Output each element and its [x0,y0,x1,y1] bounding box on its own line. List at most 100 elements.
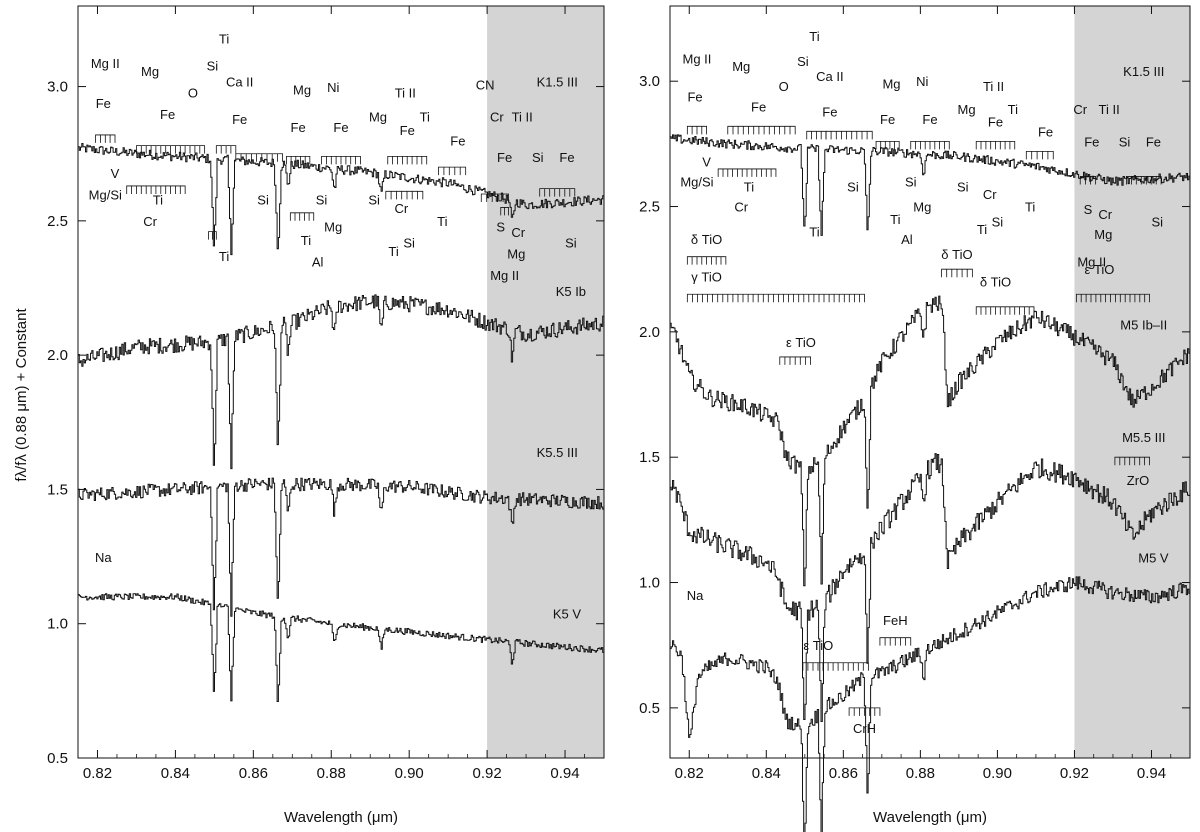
x-tick-label: 0.86 [239,765,268,782]
spectral-line-label: Cr [983,187,997,202]
spectral-line-label: δ TiO [691,232,722,247]
plot-frame [77,5,605,759]
spectral-line-label: ε TiO [1085,262,1115,277]
x-tick-label: 0.92 [473,765,502,782]
line-marker-bracket [480,193,509,202]
line-marker-bracket [848,707,881,716]
line-marker-bracket [136,145,206,154]
spectral-line-label: ε TiO [803,638,833,653]
line-marker-bracket [779,356,811,365]
spectral-line-label: ZrO [1127,473,1149,488]
y-tick-label: 1.5 [639,449,660,466]
line-marker-bracket [806,130,827,140]
y-axis-label: fλ/fλ (0.88 μm) + Constant [13,308,30,482]
spectral-line-label: Fe [1146,134,1161,149]
spectral-line-label: Cr [143,214,157,229]
line-marker-bracket [385,190,424,200]
spectral-line-label: Si [1119,134,1131,149]
spectral-line-label: Fe [880,112,895,127]
spectral-line-label: Fe [988,114,1003,129]
spectral-line-label: Fe [96,96,111,111]
spectral-line-label: Si [207,58,219,73]
spectral-line-label: Ti [977,222,987,237]
line-marker-bracket [235,153,283,162]
spectral-line-label: Cr [395,201,409,216]
spectral-line-label: Ti [219,32,229,47]
line-marker-bracket [825,130,873,140]
spectral-line-label: Si [316,193,328,208]
line-marker-bracket [879,637,912,646]
spectral-line-label: Mg II [91,56,120,71]
line-marker-bracket [126,185,186,194]
spectral-line-label: S [496,220,505,235]
spectral-line-label: Al [312,255,324,270]
spectral-line-label: Si [957,179,969,194]
x-axis-label: Wavelength (μm) [873,809,987,826]
spectral-line-label: Si [565,236,577,251]
line-marker-bracket [686,125,707,135]
line-marker-bracket [727,125,796,135]
x-tick-label: 0.90 [395,765,424,782]
shaded-region [487,6,604,758]
spectral-line-label: Si [847,179,859,194]
spectral-line-label: FeH [883,613,908,628]
spectral-line-label: Si [905,174,917,189]
spectral-line-label: γ TiO [691,270,722,285]
spectral-line-label: Ti [301,233,311,248]
spectral-line-label: Fe [822,104,837,119]
spectral-line-label: Fe [922,112,937,127]
spectrum-line [670,453,1191,722]
spectrum-line [78,593,605,702]
y-tick-label: 1.0 [47,616,68,633]
line-marker-bracket [975,306,1035,315]
spectral-line-label: K1.5 III [1123,64,1164,79]
line-marker-bracket [717,168,777,177]
line-marker-bracket [1025,150,1054,160]
spectral-line-label: Ti [437,214,447,229]
spectral-line-label: Mg/Si [89,187,122,202]
spectral-line-label: Ni [916,74,928,89]
line-marker-bracket [1126,176,1162,185]
x-tick-label: 0.94 [550,765,579,782]
spectral-line-label: M5 V [1138,550,1169,565]
spectral-line-label: Mg [913,200,931,215]
spectral-line-label: CN [476,77,495,92]
spectral-line-label: Ti [388,244,398,259]
spectral-line-label: O [188,85,198,100]
spectral-line-label: K5 Ib [556,284,586,299]
spectral-line-label: Ti II [512,109,533,124]
spectral-line-label: M5 Ib–II [1120,317,1167,332]
spectral-line-label: K1.5 III [537,75,578,90]
y-tick-label: 2.0 [639,324,660,341]
x-tick-label: 0.82 [83,765,112,782]
spectral-line-label: Cr [1073,102,1087,117]
spectral-line-label: Ca II [816,69,843,84]
spectral-line-label: Ti [1025,200,1035,215]
spectral-line-label: Ti [420,109,430,124]
spectral-line-label: Mg [732,59,750,74]
spectral-line-label: Ti [1008,102,1018,117]
spectral-line-label: Si [257,193,269,208]
y-tick-label: 2.5 [639,199,660,216]
spectral-line-label: Si [797,54,809,69]
spectrum-line [670,295,1191,587]
line-marker-bracket [941,268,973,278]
spectral-line-label: Ca II [226,75,253,90]
x-tick-label: 0.88 [906,765,935,782]
spectral-line-label: Mg [369,109,387,124]
spectral-line-label: Fe [1038,124,1053,139]
spectral-line-label: Si [992,215,1004,230]
spectral-line-label: S [1084,202,1093,217]
spectrum-line [78,294,605,470]
spectral-line-label: Mg [958,102,976,117]
spectral-line-label: Cr [734,200,748,215]
x-tick-label: 0.86 [829,765,858,782]
line-marker-bracket [286,156,311,165]
spectral-line-label: Na [687,588,704,603]
line-marker-bracket [387,156,428,165]
x-tick-label: 0.94 [1137,765,1166,782]
line-marker-bracket [208,231,217,240]
spectral-line-label: Si [532,150,544,165]
